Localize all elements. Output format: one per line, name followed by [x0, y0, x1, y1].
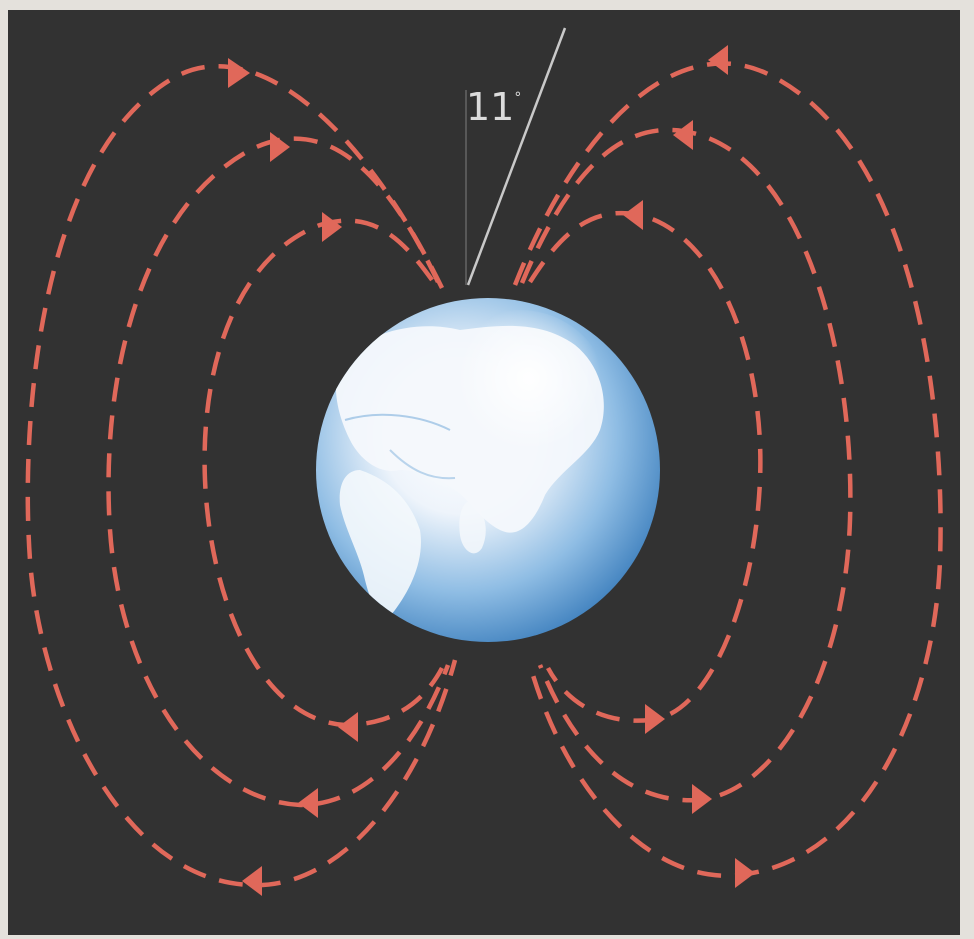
arrow-icon	[645, 704, 665, 734]
arrow-icon	[242, 866, 262, 896]
field-line-left-inner	[202, 218, 444, 728]
earth-globe-icon	[316, 298, 660, 642]
arrow-icon	[623, 200, 643, 230]
field-lines	[25, 61, 943, 888]
arrow-icon	[735, 858, 755, 888]
arrow-icon	[228, 58, 250, 88]
arrow-icon	[270, 132, 290, 162]
arrow-icon	[673, 120, 693, 150]
arrow-icon	[708, 45, 728, 75]
field-line-left-outer	[25, 63, 458, 888]
arrow-icon	[322, 212, 342, 242]
magnetic-axis-line	[466, 27, 567, 286]
field-direction-arrows	[228, 45, 755, 896]
arrow-icon	[298, 788, 318, 818]
field-line-right-outer	[512, 61, 943, 878]
tilt-angle-label: 11°	[466, 85, 521, 129]
field-line-right-inner	[528, 210, 763, 723]
arrow-icon	[338, 712, 358, 742]
arrow-icon	[692, 784, 712, 814]
field-line-right-middle	[519, 127, 853, 803]
field-line-left-middle	[106, 136, 451, 808]
